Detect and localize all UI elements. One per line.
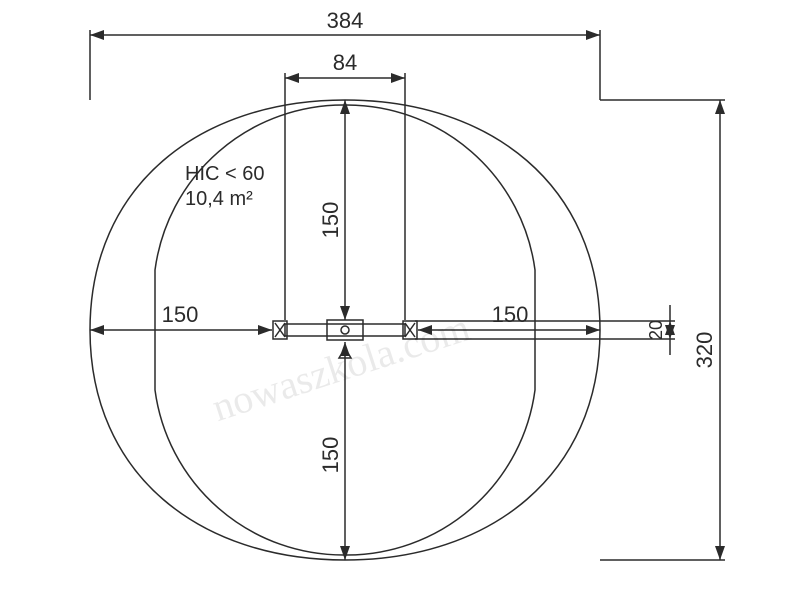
dim-radius-top-value: 150 <box>318 202 343 239</box>
info-area: 10,4 m² <box>185 188 253 210</box>
dim-radius-top: 150 <box>318 100 350 320</box>
dim-radius-bottom-value: 150 <box>318 437 343 474</box>
dim-top-inner-value: 84 <box>333 50 357 75</box>
watermark-text: nowaszkola.com <box>207 304 476 430</box>
dim-total-height-value: 320 <box>692 332 717 369</box>
dim-top-outer-value: 384 <box>327 8 364 33</box>
info-hic: HIC < 60 <box>185 163 264 185</box>
dim-radius-left: 150 <box>90 302 272 335</box>
info-block: HIC < 60 10,4 m² <box>185 163 264 210</box>
dim-radius-left-value: 150 <box>162 302 199 327</box>
dim-center-height-value: 20 <box>646 320 666 340</box>
dim-radius-right-value: 150 <box>492 302 529 327</box>
